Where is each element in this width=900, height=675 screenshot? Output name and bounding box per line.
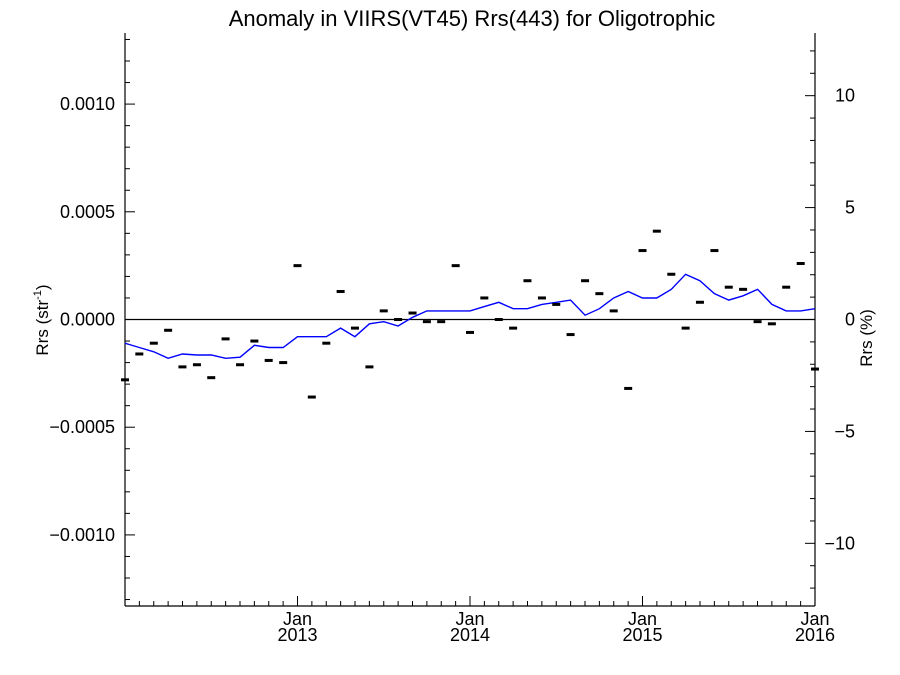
anomaly-marker — [221, 337, 230, 341]
x-tick-year-label: 2013 — [277, 625, 317, 645]
anomaly-marker — [394, 318, 403, 321]
anomaly-marker — [753, 320, 762, 324]
anomaly-marker — [638, 249, 647, 253]
anomaly-marker — [695, 300, 704, 304]
x-tick-year-label: 2015 — [622, 625, 662, 645]
anomaly-marker — [609, 309, 618, 313]
left-y-tick-label: 0.0000 — [60, 310, 115, 330]
anomaly-marker — [667, 272, 676, 276]
anomaly-marker — [365, 365, 374, 369]
anomaly-marker — [724, 285, 733, 289]
anomaly-marker — [552, 302, 561, 306]
anomaly-marker — [279, 361, 288, 365]
anomaly-marker — [437, 320, 446, 324]
anomaly-marker — [767, 322, 776, 326]
anomaly-marker — [149, 341, 158, 345]
x-tick-month-label: Jan — [628, 609, 657, 629]
anomaly-marker — [739, 287, 748, 291]
anomaly-marker — [796, 261, 805, 265]
anomaly-marker — [466, 330, 474, 334]
anomaly-marker — [236, 363, 245, 367]
left-y-ticks: 0.0010 0.0005 0.0000 −0.0005 −0.0010 — [49, 38, 135, 601]
x-tick-month-label: Jan — [800, 609, 829, 629]
anomaly-marker — [652, 229, 661, 233]
anomaly-marker — [408, 311, 417, 315]
anomaly-marker — [350, 326, 359, 330]
anomaly-marker — [782, 285, 791, 289]
right-y-tick-label: 0 — [845, 310, 855, 330]
anomaly-marker — [322, 341, 331, 345]
anomaly-marker — [624, 386, 633, 390]
x-tick-month-label: Jan — [455, 609, 484, 629]
right-y-tick-label: 5 — [845, 198, 855, 218]
running-mean-line — [124, 273, 816, 360]
left-y-axis-label-main: Rrs (str — [33, 300, 52, 356]
anomaly-marker — [192, 363, 201, 367]
left-y-tick-label: 0.0005 — [60, 202, 115, 222]
anomaly-marker — [480, 296, 489, 300]
anomaly-marker — [164, 328, 173, 332]
anomaly-marker — [710, 249, 719, 253]
anomaly-marker — [207, 376, 216, 380]
right-y-tick-label: −10 — [824, 533, 855, 553]
anomaly-marker — [264, 358, 273, 362]
anomaly-marker — [451, 264, 460, 268]
anomaly-marker — [811, 367, 819, 371]
anomaly-marker — [595, 292, 604, 296]
anomaly-marker — [422, 320, 431, 324]
x-tick-month-label: Jan — [283, 609, 312, 629]
left-y-tick-label: −0.0010 — [49, 525, 115, 545]
anomaly-marker — [581, 279, 590, 283]
anomaly-marker — [250, 339, 259, 343]
anomaly-marker — [307, 395, 316, 399]
left-y-tick-label: −0.0005 — [49, 417, 115, 437]
monthly-anomaly-series — [121, 229, 819, 399]
anomaly-marker — [509, 326, 518, 330]
anomaly-marker — [135, 352, 144, 356]
anomaly-marker — [121, 378, 129, 382]
x-tick-year-label: 2016 — [795, 625, 835, 645]
left-y-axis-label-close: ) — [33, 284, 52, 290]
anomaly-marker — [537, 296, 546, 300]
right-y-axis-label: Rrs (%) — [857, 309, 876, 367]
anomaly-marker — [494, 318, 503, 321]
left-y-axis-label-superscript: -1 — [32, 290, 44, 300]
x-tick-year-label: 2014 — [450, 625, 490, 645]
anomaly-marker — [566, 333, 575, 337]
right-y-ticks: 10 5 0 −5 −10 — [805, 50, 855, 589]
anomaly-marker — [336, 289, 345, 293]
anomaly-marker — [293, 264, 302, 268]
running-mean-series — [124, 273, 816, 360]
left-y-tick-label: 0.0010 — [60, 94, 115, 114]
plot-frame — [124, 33, 816, 607]
anomaly-marker — [681, 326, 690, 330]
anomaly-marker — [379, 309, 388, 313]
chart-title: Anomaly in VIIRS(VT45) Rrs(443) for Olig… — [229, 6, 716, 31]
anomaly-marker — [523, 279, 532, 283]
right-y-tick-label: 10 — [835, 86, 855, 106]
anomaly-marker — [178, 365, 187, 369]
left-y-axis-label: Rrs (str-1) — [32, 284, 52, 355]
right-y-tick-label: −5 — [834, 421, 855, 441]
